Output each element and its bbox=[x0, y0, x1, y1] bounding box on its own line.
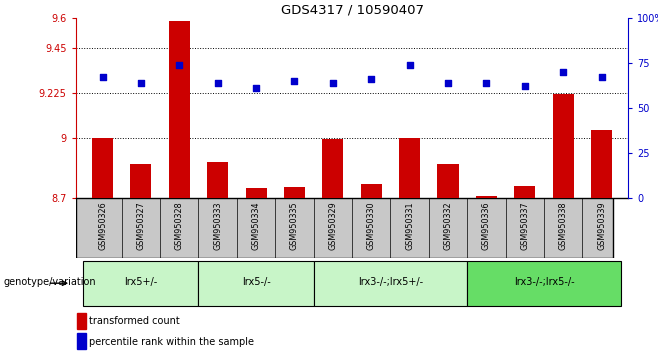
Text: GSM950335: GSM950335 bbox=[290, 201, 299, 250]
Text: GSM950328: GSM950328 bbox=[175, 201, 184, 250]
Bar bbox=[314, 261, 467, 306]
Point bbox=[443, 80, 453, 86]
Text: transformed count: transformed count bbox=[89, 316, 180, 326]
Text: lrx3-/-;lrx5-/-: lrx3-/-;lrx5-/- bbox=[514, 277, 574, 287]
Text: GSM950327: GSM950327 bbox=[136, 201, 145, 250]
Bar bbox=[361, 184, 382, 198]
Bar bbox=[92, 138, 113, 198]
Bar bbox=[78, 333, 86, 349]
Point bbox=[174, 62, 185, 68]
Text: GSM950333: GSM950333 bbox=[213, 201, 222, 250]
Bar bbox=[78, 313, 86, 329]
Bar bbox=[130, 164, 151, 198]
Text: percentile rank within the sample: percentile rank within the sample bbox=[89, 337, 254, 347]
Point bbox=[596, 74, 607, 80]
Text: lrx5-/-: lrx5-/- bbox=[241, 277, 270, 287]
Bar bbox=[553, 94, 574, 198]
Point bbox=[97, 74, 108, 80]
Text: genotype/variation: genotype/variation bbox=[3, 277, 96, 287]
Text: lrx3-/-;lrx5+/-: lrx3-/-;lrx5+/- bbox=[358, 277, 423, 287]
Bar bbox=[467, 261, 620, 306]
Point bbox=[136, 80, 146, 86]
Bar bbox=[84, 261, 199, 306]
Bar bbox=[514, 186, 536, 198]
Text: GSM950337: GSM950337 bbox=[520, 201, 529, 250]
Point bbox=[251, 85, 261, 91]
Bar bbox=[591, 130, 612, 198]
Bar bbox=[322, 139, 343, 198]
Point bbox=[213, 80, 223, 86]
Text: GSM950329: GSM950329 bbox=[328, 201, 338, 250]
Text: GSM950338: GSM950338 bbox=[559, 201, 568, 250]
Bar bbox=[399, 138, 420, 198]
Bar bbox=[168, 21, 190, 198]
Text: GSM950332: GSM950332 bbox=[443, 201, 453, 250]
Text: GSM950339: GSM950339 bbox=[597, 201, 606, 250]
Text: GSM950331: GSM950331 bbox=[405, 201, 414, 250]
Text: lrx5+/-: lrx5+/- bbox=[124, 277, 157, 287]
Bar bbox=[207, 162, 228, 198]
Text: GSM950326: GSM950326 bbox=[98, 201, 107, 250]
Point bbox=[328, 80, 338, 86]
Title: GDS4317 / 10590407: GDS4317 / 10590407 bbox=[280, 4, 424, 17]
Point bbox=[520, 84, 530, 89]
Point bbox=[481, 80, 492, 86]
Bar bbox=[284, 187, 305, 198]
Point bbox=[405, 62, 415, 68]
Point bbox=[290, 78, 300, 84]
Bar bbox=[438, 164, 459, 198]
Bar bbox=[199, 261, 314, 306]
Text: GSM950334: GSM950334 bbox=[251, 201, 261, 250]
Point bbox=[558, 69, 569, 75]
Bar bbox=[245, 188, 266, 198]
Text: GSM950336: GSM950336 bbox=[482, 201, 491, 250]
Point bbox=[366, 76, 376, 82]
Text: GSM950330: GSM950330 bbox=[367, 201, 376, 250]
Bar bbox=[476, 196, 497, 198]
